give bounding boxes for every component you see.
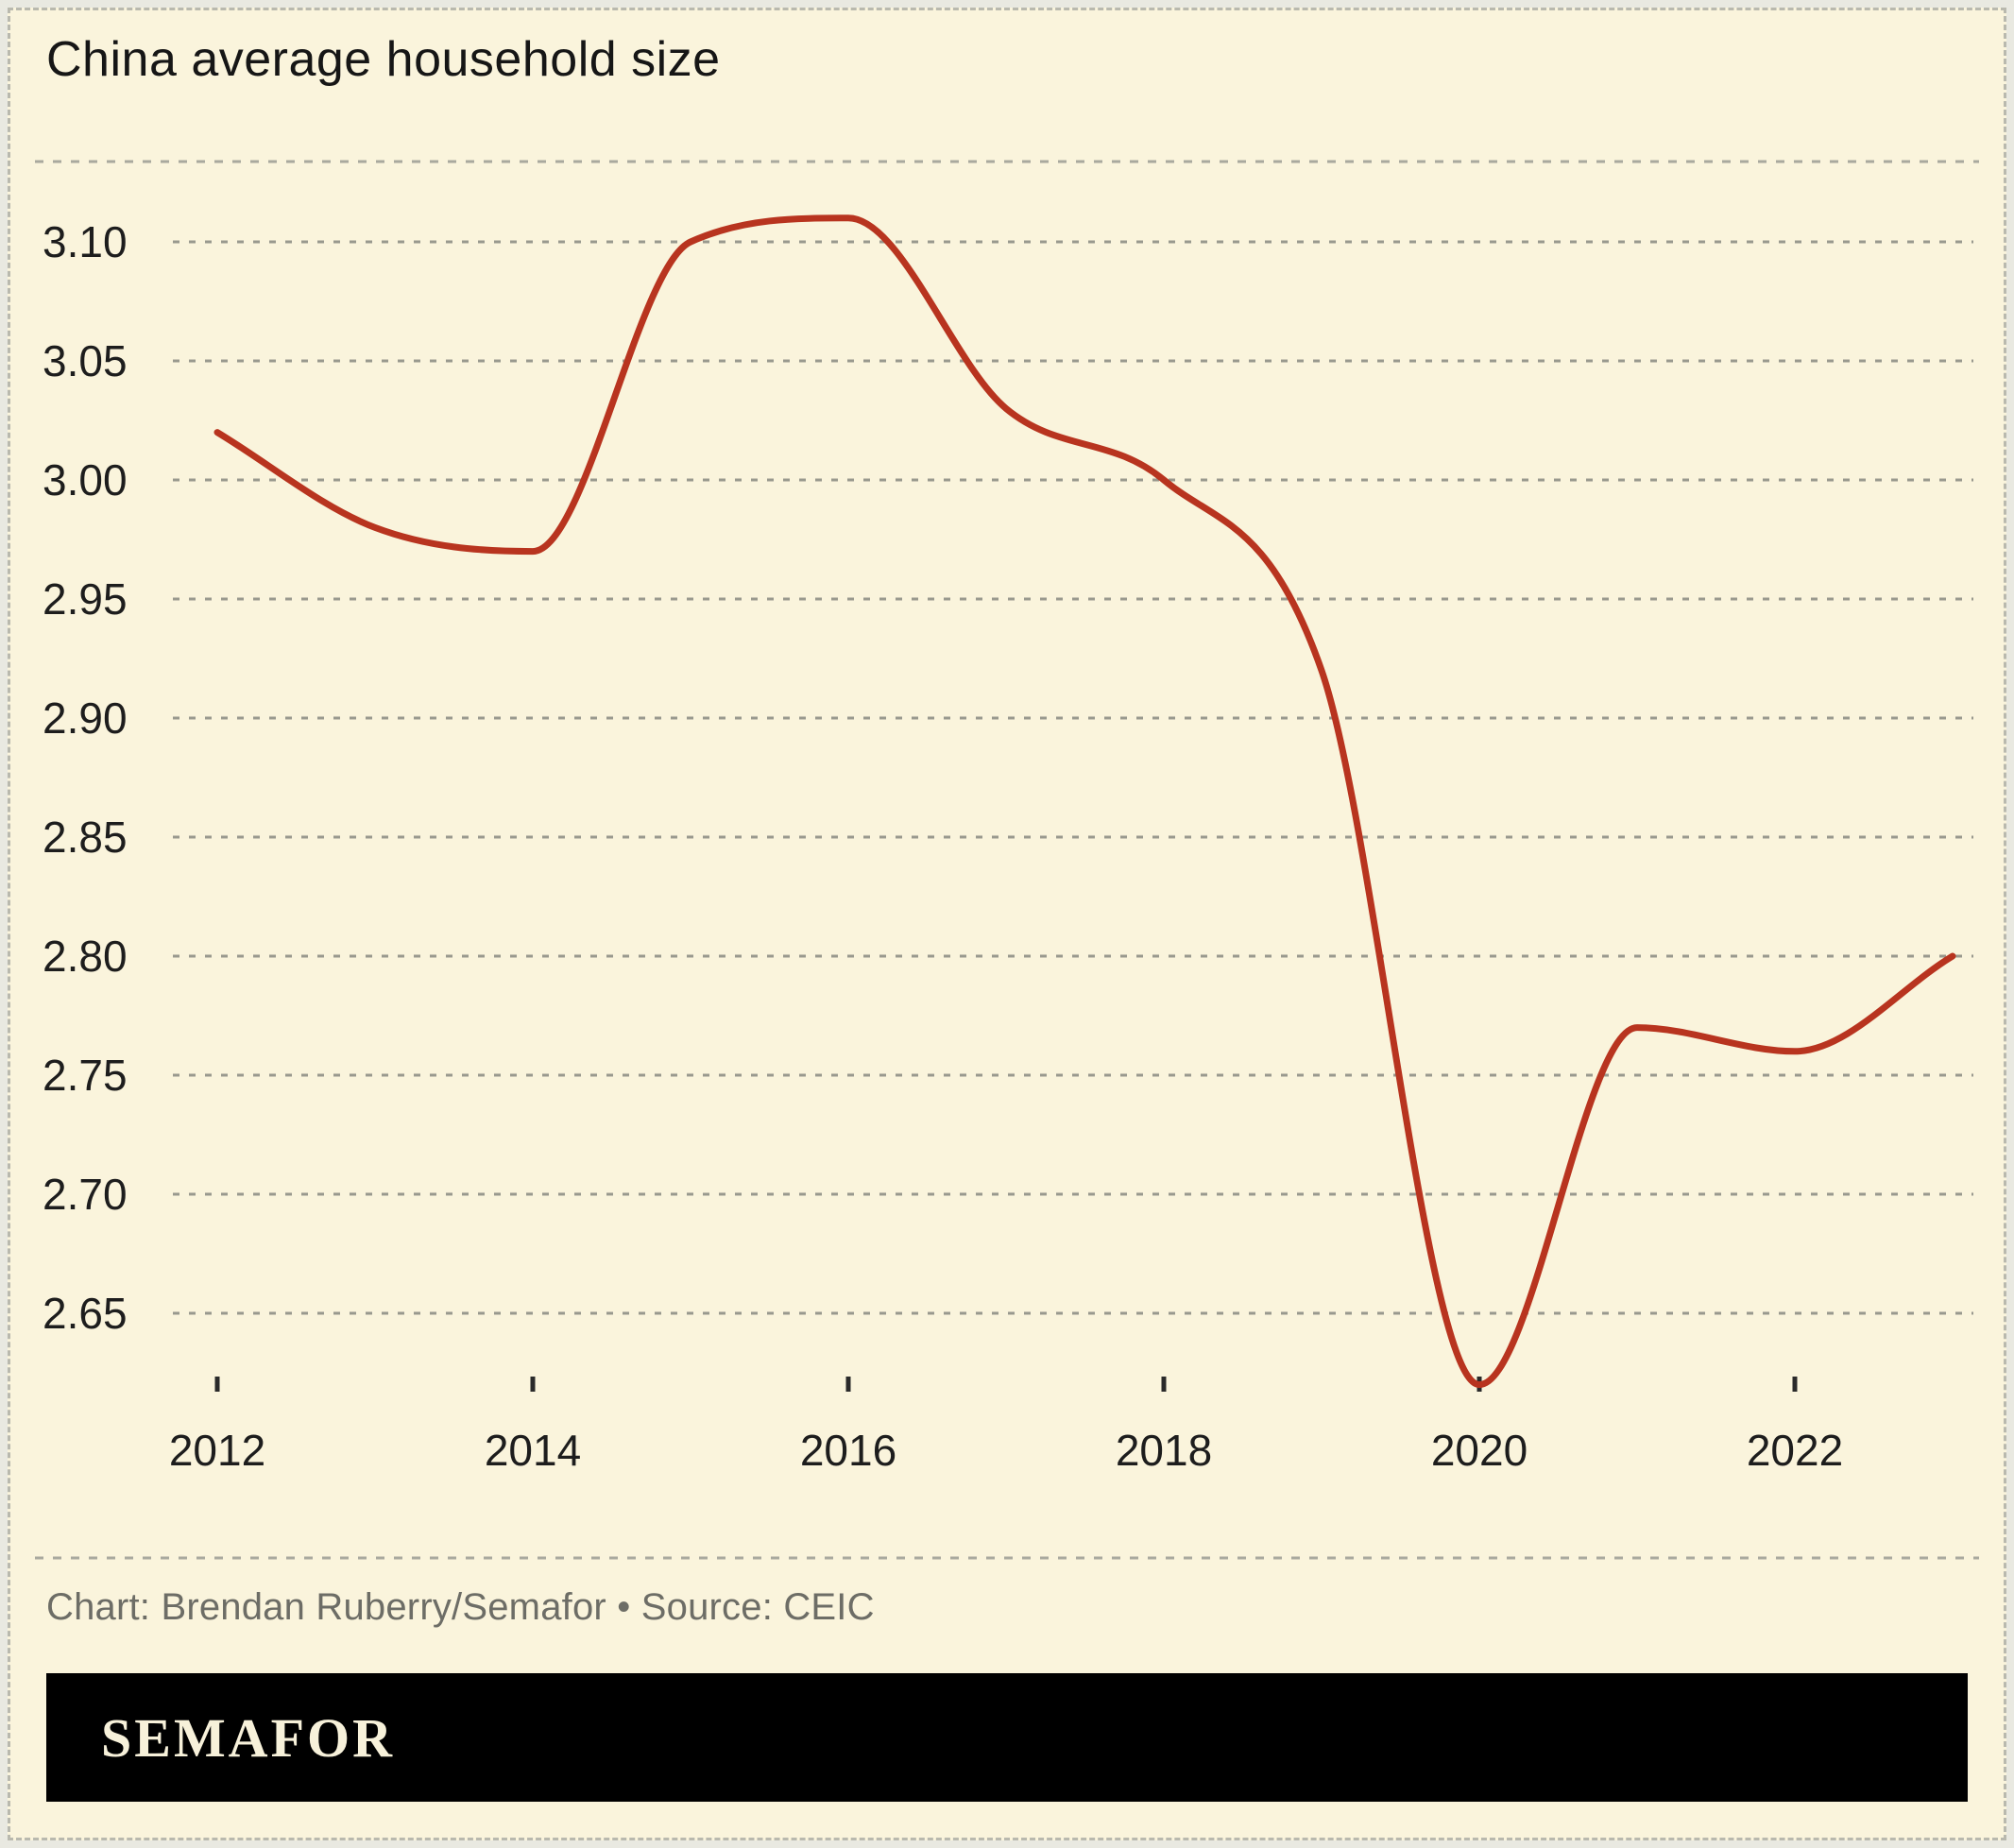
y-tick-label: 3.00 [43,455,128,505]
x-tick-label: 2012 [169,1426,265,1475]
semafor-logo-bar: SEMAFOR [46,1673,1968,1802]
y-tick-label: 2.85 [43,813,128,862]
y-tick-label: 2.65 [43,1289,128,1338]
y-tick-label: 2.70 [43,1170,128,1219]
semafor-logo: SEMAFOR [101,1706,395,1769]
y-tick-label: 3.05 [43,336,128,385]
chart-card: China average household size 3.10 3.05 3.0… [8,8,2006,1840]
x-tick-label: 2016 [800,1426,896,1475]
series-line [213,214,1956,1389]
y-tick-label: 2.95 [43,574,128,624]
chart-caption: Chart: Brendan Ruberry/Semafor • Source:… [46,1586,875,1628]
chart-title: China average household size [46,32,721,87]
y-tick-label: 2.80 [43,932,128,981]
x-tick-label: 2014 [485,1426,581,1475]
y-tick-label: 3.10 [43,217,128,266]
x-tick-label: 2022 [1747,1426,1843,1475]
x-tick-label: 2020 [1431,1426,1528,1475]
y-tick-label: 2.75 [43,1051,128,1100]
x-tick-label: 2018 [1116,1426,1212,1475]
line-chart: 3.10 3.05 3.00 2.95 2.90 2.85 2.80 2.75 2.70 2.65… [35,160,1979,1560]
y-tick-label: 2.90 [43,693,128,743]
